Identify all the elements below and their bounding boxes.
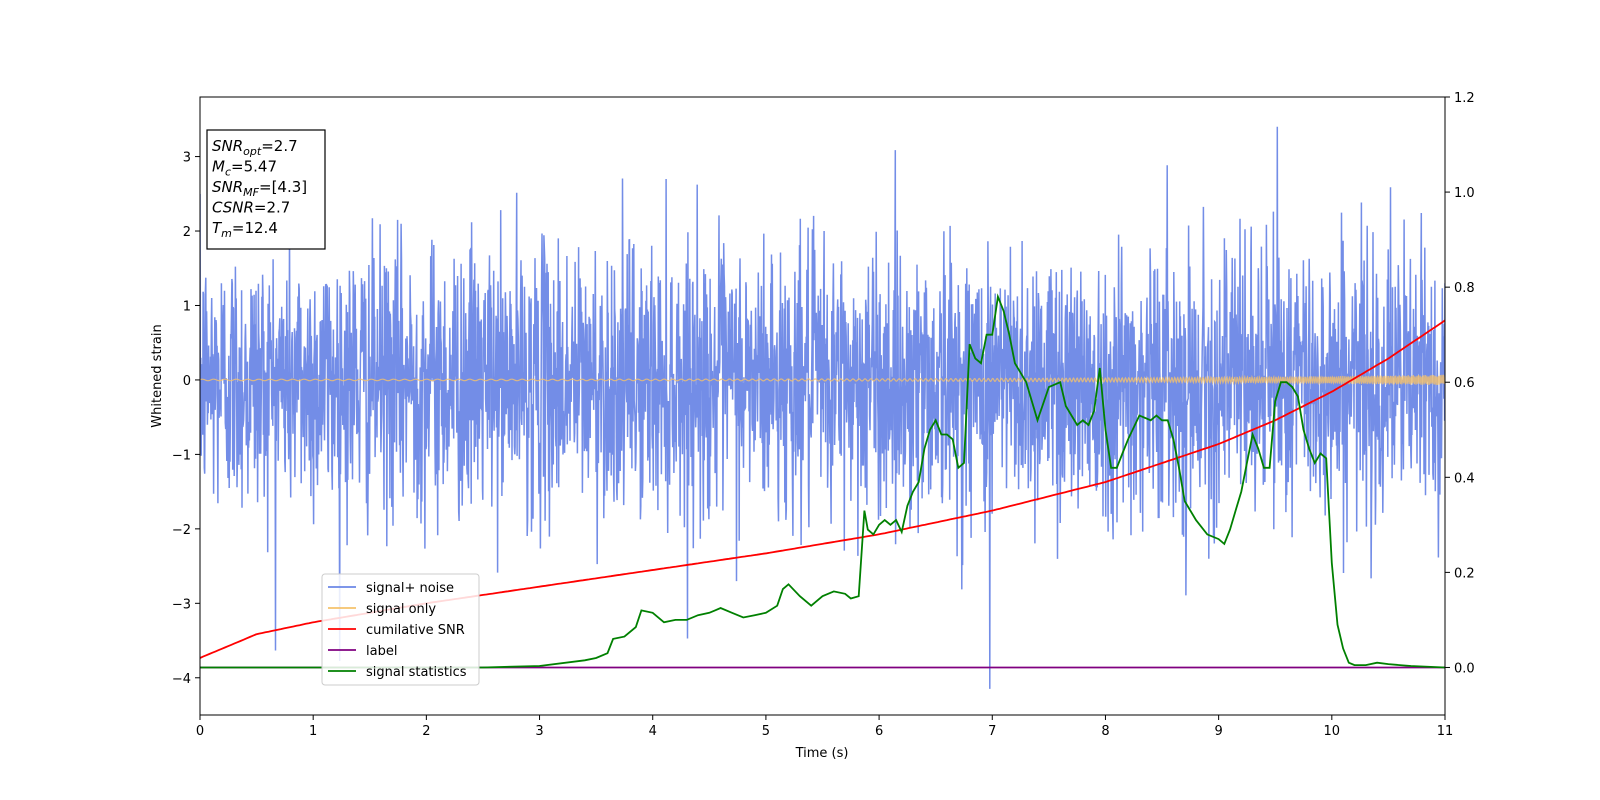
series-signal-only [200,374,1445,386]
y-right-tick-label: 1.2 [1454,91,1475,106]
legend-label: signal+ noise [366,581,454,596]
y-left-tick-label: −3 [172,597,191,612]
series-signal-statistics [200,293,1445,669]
annotation-line: SNRopt=2.7 [212,137,298,158]
y-right-tick-label: 0.8 [1454,281,1475,296]
annotation-line: SNRMF=[4.3] [212,178,307,199]
x-tick-label: 4 [649,724,657,739]
annotation-frame [206,129,326,250]
x-tick-label: 2 [422,724,430,739]
x-tick-label: 0 [196,724,204,739]
y-axis-label: Whitened strain [150,324,165,427]
legend-label: cumilative SNR [366,623,465,638]
legend-label: signal statistics [366,665,467,680]
x-tick-label: 3 [535,724,543,739]
legend-label: signal only [366,602,436,617]
y-right-tick-label: 1.0 [1454,186,1475,201]
legend-label: label [366,644,397,659]
annotation-line: CSNR=2.7 [212,199,290,217]
annotation-line: Tm=12.4 [212,219,278,240]
axis-labels: Time (s) Whitened strain [150,324,848,761]
y-left-tick-label: 1 [183,299,191,314]
x-tick-label: 8 [1101,724,1109,739]
y-left-tick-label: −4 [172,672,191,687]
y-left-tick-label: −2 [172,523,191,538]
x-tick-label: 10 [1324,724,1341,739]
x-tick-label: 6 [875,724,883,739]
legend: signal+ noise signal only cumilative SNR la… [321,573,480,686]
x-tick-label: 7 [988,724,996,739]
y-left-tick-label: 3 [183,151,191,166]
x-tick-label: 9 [1214,724,1222,739]
y-left-tick-label: 0 [183,374,191,389]
y-left-tick-label: 2 [183,225,191,240]
axes: 0 1 2 3 4 5 6 7 8 9 10 11 −4 −3 −2 −1 0 1 2 3 0.0 0.2 0.4 0.6 0.… [172,91,1475,739]
x-tick-label: 11 [1437,724,1454,739]
annotation-line: Mc=5.47 [212,158,277,179]
y-right-tick-label: 0.4 [1454,471,1475,486]
y-right-tick-label: 0.0 [1454,661,1475,676]
x-tick-label: 5 [762,724,770,739]
x-axis-label: Time (s) [795,746,849,761]
y-left-tick-label: −1 [172,448,191,463]
y-right-tick-label: 0.6 [1454,376,1475,391]
y-right-tick-label: 0.2 [1454,566,1475,581]
axes-frame [199,96,1446,716]
series-signal-noise [200,126,1445,689]
x-tick-label: 1 [309,724,317,739]
legend-frame [321,573,480,686]
